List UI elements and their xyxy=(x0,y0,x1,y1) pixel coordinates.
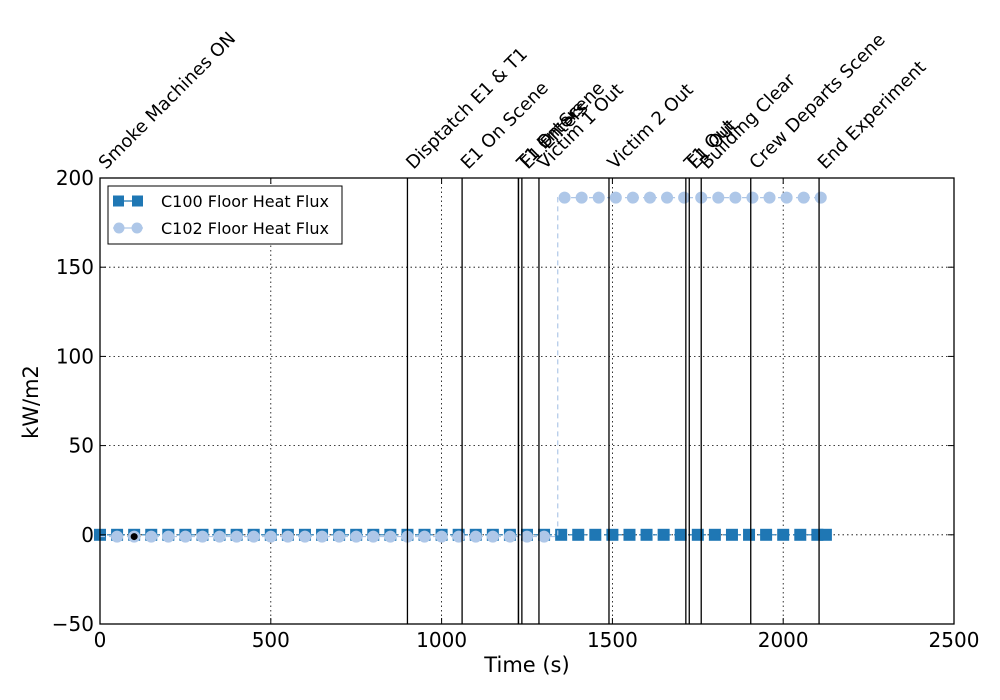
series-2-point xyxy=(452,530,465,543)
x-tick-label: 2500 xyxy=(929,628,980,652)
grid-lines xyxy=(100,178,954,624)
x-axis-label: Time (s) xyxy=(483,653,569,677)
series-1-point xyxy=(640,528,653,541)
y-axis-label: kW/m2 xyxy=(19,365,43,439)
series-2-point xyxy=(797,191,810,204)
y-tick-label: 100 xyxy=(56,344,94,368)
series-2-point xyxy=(486,530,499,543)
legend-marker xyxy=(131,222,143,234)
legend: C100 Floor Heat Flux C102 Floor Heat Flux xyxy=(107,185,343,245)
black-data-point xyxy=(130,533,138,541)
series-2-point xyxy=(298,530,311,543)
series-1-point xyxy=(572,528,585,541)
series-2-point xyxy=(763,191,776,204)
legend-label: C100 Floor Heat Flux xyxy=(161,192,329,211)
series-2-point xyxy=(350,530,363,543)
series-2-point xyxy=(678,191,691,204)
series-2-point xyxy=(661,191,674,204)
y-tick-label: 0 xyxy=(81,523,94,547)
legend-box xyxy=(107,185,343,245)
series-2-point xyxy=(780,191,793,204)
series-1-point xyxy=(743,528,756,541)
x-tick-label: 500 xyxy=(252,628,290,652)
series-2-point xyxy=(592,191,605,204)
series-1-point xyxy=(794,528,807,541)
y-tick-label: 150 xyxy=(56,255,94,279)
series-2-point xyxy=(367,530,380,543)
series-2-point xyxy=(521,530,533,543)
y-tick-label: 50 xyxy=(69,434,94,458)
x-tick-label: 1000 xyxy=(416,628,467,652)
series-1-point xyxy=(708,528,721,541)
series-2-point xyxy=(538,530,551,543)
series-2-point xyxy=(247,530,260,543)
series-1-point xyxy=(760,528,773,541)
series-1-point xyxy=(623,528,636,541)
legend-label: C102 Floor Heat Flux xyxy=(161,219,329,238)
series-2-point xyxy=(162,530,175,543)
series-1-point xyxy=(606,528,619,541)
series-2-point xyxy=(558,191,571,204)
series-2-point xyxy=(230,530,243,543)
series-2-point xyxy=(575,191,588,204)
series-2-point xyxy=(196,530,209,543)
series-1-point xyxy=(589,528,602,541)
series-2-point xyxy=(213,530,226,543)
legend-marker xyxy=(113,195,124,207)
legend-marker xyxy=(113,222,125,234)
data-series xyxy=(94,191,832,543)
series-2-point xyxy=(316,530,329,543)
series-2-point xyxy=(418,530,431,543)
series-1-point xyxy=(657,528,670,541)
series-2-point xyxy=(712,191,725,204)
series-2-point xyxy=(814,191,827,204)
series-1-point xyxy=(819,528,832,541)
y-tick-label: 200 xyxy=(56,166,94,190)
legend-marker xyxy=(132,195,143,207)
series-1-point xyxy=(691,528,704,541)
series-2-point xyxy=(179,530,192,543)
event-label: Smoke Machines ON xyxy=(95,28,240,173)
series-1-point xyxy=(777,528,790,541)
x-tick-label: 1500 xyxy=(587,628,638,652)
series-2-point xyxy=(384,530,397,543)
series-2-point xyxy=(264,530,277,543)
series-1-point xyxy=(555,528,568,541)
series-2-point xyxy=(145,530,158,543)
series-2-point xyxy=(609,191,622,204)
series-2-point xyxy=(746,191,759,204)
series-line-2 xyxy=(100,197,826,538)
series-2-point xyxy=(111,530,124,543)
series-1-point xyxy=(725,528,738,541)
series-2-point xyxy=(469,530,482,543)
series-2-point xyxy=(729,191,742,204)
plot-frame xyxy=(99,177,955,625)
series-2-point xyxy=(503,530,516,543)
series-2-point xyxy=(435,530,448,543)
series-2-point xyxy=(333,530,346,543)
series-2-point xyxy=(281,530,294,543)
y-tick-label: −50 xyxy=(52,612,94,636)
series-2-point xyxy=(643,191,656,204)
x-tick-label: 0 xyxy=(94,628,107,652)
x-tick-label: 2000 xyxy=(758,628,809,652)
series-2-point xyxy=(626,191,639,204)
series-1-point xyxy=(674,528,687,541)
